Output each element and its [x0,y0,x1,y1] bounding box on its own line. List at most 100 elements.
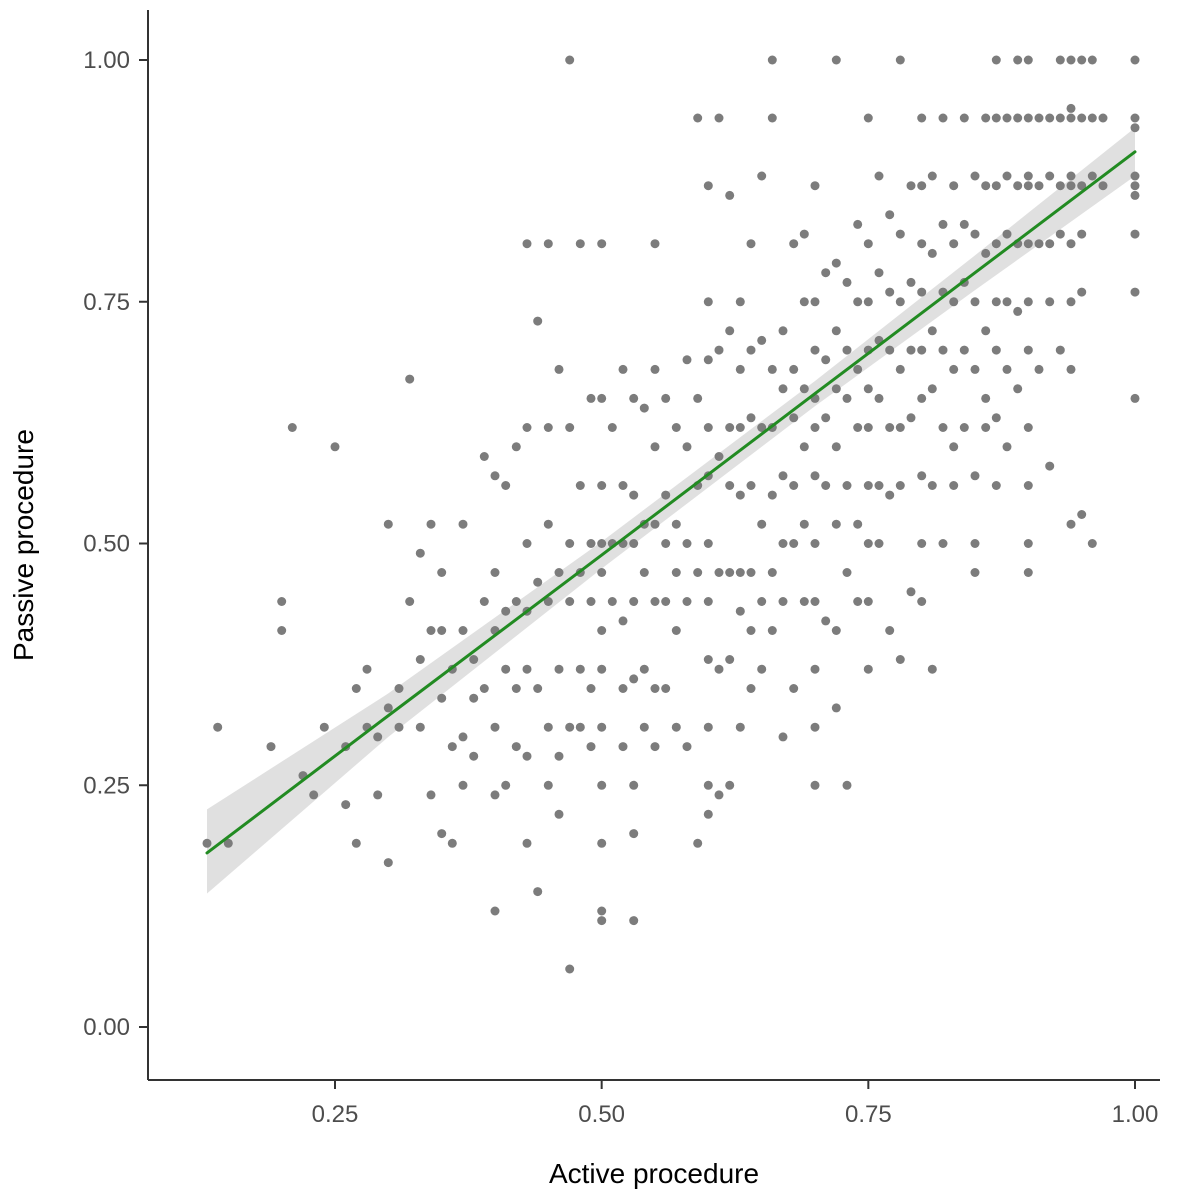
data-point [533,577,543,587]
data-point [1023,297,1033,307]
data-point [927,481,937,490]
data-point [597,539,607,548]
data-point [917,287,927,297]
data-point [970,568,980,577]
data-point [853,219,863,229]
data-point [949,364,959,374]
data-point [458,519,468,529]
data-point [554,664,564,674]
data-point [1066,297,1076,307]
data-point [842,393,852,403]
data-point [938,345,948,355]
data-point [746,413,756,423]
data-point [1130,171,1140,181]
data-point [213,722,223,732]
data-point [831,519,841,529]
data-point [1066,113,1076,123]
data-point [1066,55,1076,65]
data-point [703,809,713,819]
data-point [373,732,383,742]
data-point [543,597,553,606]
data-point [757,423,767,432]
data-point [917,539,927,548]
data-point [703,780,713,790]
data-point [927,171,937,181]
data-point [501,606,511,616]
data-point [543,239,553,249]
data-point [938,219,948,229]
data-point [682,742,692,752]
data-point [650,239,660,249]
data-point [863,664,873,674]
data-point [650,684,660,693]
data-point [991,239,1001,249]
data-point [202,838,212,848]
data-point [351,684,361,693]
data-point [543,519,553,529]
data-point [778,326,788,336]
data-point [895,423,905,432]
data-point [746,568,756,577]
data-point [565,55,575,65]
data-point [533,684,543,693]
data-point [490,906,500,916]
data-point [437,626,447,635]
data-point [746,626,756,635]
data-point [1130,123,1140,133]
data-point [586,597,596,606]
data-point [522,423,532,432]
data-point [885,210,895,220]
data-point [949,239,959,249]
data-point [501,664,511,674]
data-point [863,539,873,548]
x-axis-title: Active procedure [548,1158,760,1189]
data-point [437,568,447,577]
data-point [1034,364,1044,374]
data-point [1077,229,1087,239]
data-point [970,229,980,239]
data-point [597,722,607,732]
data-point [810,722,820,732]
data-point [970,297,980,307]
data-point [319,722,329,732]
data-point [735,490,745,500]
data-point [671,626,681,635]
data-point [949,297,959,307]
data-point [618,616,628,626]
data-point [959,423,969,432]
confidence-band-area [207,127,1135,894]
data-point [469,693,479,703]
data-point [885,490,895,500]
data-point [597,780,607,790]
data-point [575,722,585,732]
data-point [885,287,895,297]
data-point [853,423,863,432]
trend-line [205,150,1137,855]
data-point [970,539,980,548]
data-point [874,539,884,548]
data-point [586,684,596,693]
data-point [1055,181,1065,191]
data-point [586,539,596,548]
data-point [522,751,532,761]
data-point [1023,171,1033,181]
data-point [565,722,575,732]
data-point [373,790,383,800]
data-point [682,597,692,606]
data-point [447,742,457,752]
x-tick-label: 0.75 [845,1101,892,1128]
data-point [629,674,639,684]
data-point [778,471,788,481]
data-point [661,490,671,500]
data-point [554,751,564,761]
data-point [842,481,852,490]
data-point [703,297,713,307]
data-point [639,403,649,413]
data-point [703,597,713,606]
data-point [991,181,1001,191]
data-point [767,568,777,577]
data-point [618,684,628,693]
data-point [799,297,809,307]
data-point [917,113,927,123]
